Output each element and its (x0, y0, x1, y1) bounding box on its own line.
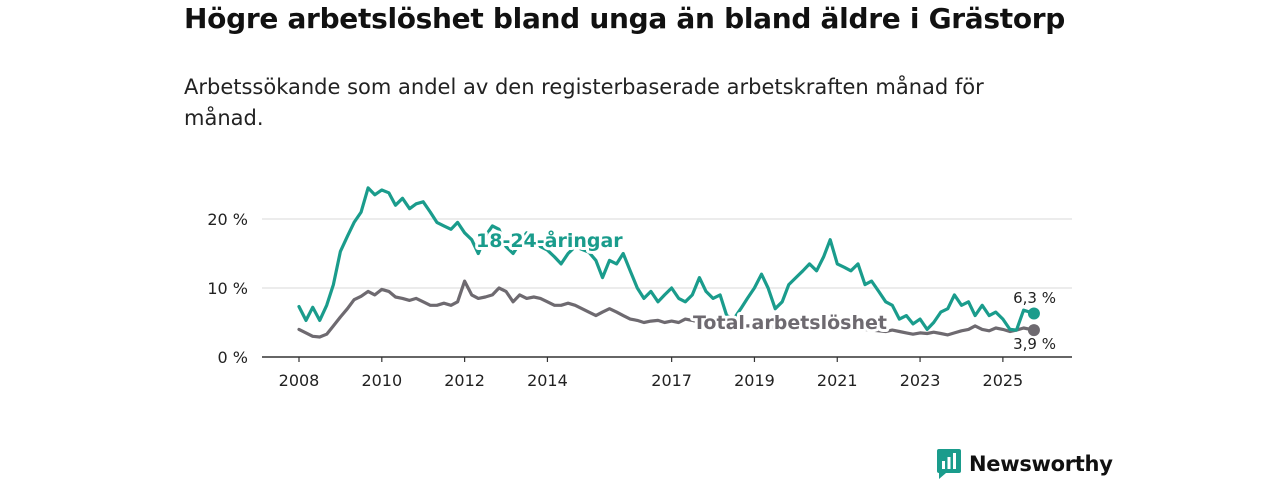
x-tick-label: 2021 (817, 371, 858, 390)
series-line-total (297, 279, 1036, 339)
y-tick-label: 0 % (218, 348, 248, 367)
chart-subtitle: Arbetssökande som andel av den registerb… (184, 75, 984, 130)
x-tick-label: 2025 (983, 371, 1024, 390)
end-value-youth: 6,3 % (1013, 289, 1056, 307)
x-tick-label: 2008 (279, 371, 320, 390)
chart-title: Högre arbetslöshet bland unga än bland ä… (184, 2, 1066, 35)
y-tick-label: 10 % (207, 279, 248, 298)
series-label-youth: 18-24-åringar (476, 228, 623, 252)
series-layer (297, 186, 1040, 339)
series-label-total: Total arbetslöshet (693, 312, 887, 334)
y-axis: 0 % 10 % 20 % (207, 210, 248, 367)
x-tick-label: 2017 (651, 371, 692, 390)
end-value-total: 3,9 % (1013, 335, 1056, 353)
newsworthy-logo-icon (937, 449, 961, 479)
x-tick-label: 2023 (900, 371, 941, 390)
newsworthy-brand: Newsworthy (937, 449, 1113, 479)
end-point-total (1027, 324, 1040, 337)
series-line-youth (297, 186, 1036, 332)
gridlines (262, 218, 1072, 289)
series-label-youth-halo: 18-24-åringar (476, 228, 623, 252)
x-tick-label: 2014 (527, 371, 568, 390)
brand-name: Newsworthy (969, 452, 1113, 476)
x-axis: 2008 2010 2012 2014 2017 2019 2021 2023 2025 (262, 356, 1072, 390)
end-point-youth (1027, 307, 1040, 320)
x-tick-label: 2012 (444, 371, 485, 390)
y-tick-label: 20 % (207, 210, 248, 229)
x-tick-label: 2010 (361, 371, 402, 390)
series-label-total-halo: Total arbetslöshet (693, 312, 887, 334)
x-tick-label: 2019 (734, 371, 775, 390)
